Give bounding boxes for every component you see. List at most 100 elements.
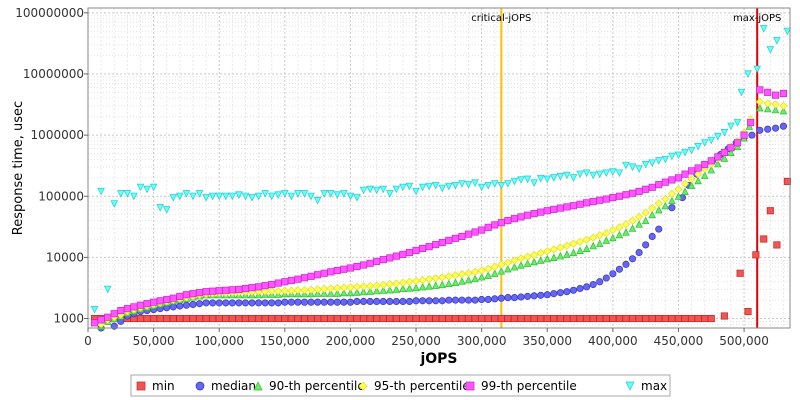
data-point bbox=[241, 314, 250, 323]
data-point bbox=[143, 314, 151, 323]
data-point bbox=[773, 241, 781, 249]
data-point bbox=[346, 298, 354, 306]
data-point bbox=[464, 296, 473, 304]
data-point bbox=[379, 256, 387, 264]
data-point bbox=[576, 170, 584, 179]
data-point bbox=[458, 314, 466, 323]
legend-label: median bbox=[211, 379, 256, 393]
data-point bbox=[471, 228, 479, 236]
data-point bbox=[602, 228, 611, 238]
data-point bbox=[635, 212, 644, 221]
data-point bbox=[320, 298, 328, 306]
data-point bbox=[589, 314, 597, 323]
legend-symbol bbox=[358, 381, 368, 391]
plot-area bbox=[88, 8, 790, 328]
data-point bbox=[431, 281, 440, 289]
data-point bbox=[281, 190, 289, 198]
data-point bbox=[150, 298, 158, 306]
data-point bbox=[235, 314, 243, 323]
marker-label: max-jOPS bbox=[733, 13, 781, 24]
data-point bbox=[156, 314, 164, 323]
data-point bbox=[563, 314, 571, 323]
data-point bbox=[438, 184, 447, 193]
data-point bbox=[379, 297, 387, 306]
data-point bbox=[136, 314, 145, 323]
x-tick-label: 300,000 bbox=[457, 334, 507, 348]
data-point bbox=[517, 293, 525, 301]
x-tick-label: 450,000 bbox=[654, 334, 704, 348]
data-point bbox=[756, 103, 764, 112]
data-point bbox=[268, 280, 276, 289]
data-point bbox=[425, 275, 434, 284]
data-point bbox=[648, 204, 657, 213]
data-point bbox=[471, 274, 479, 283]
data-point bbox=[412, 297, 420, 305]
data-point bbox=[681, 187, 689, 195]
data-point bbox=[755, 97, 764, 106]
data-point bbox=[176, 302, 184, 310]
data-point bbox=[353, 194, 361, 202]
legend-label: min bbox=[152, 379, 175, 393]
data-point bbox=[326, 190, 335, 198]
data-point bbox=[524, 211, 532, 219]
data-point bbox=[392, 285, 401, 293]
data-point bbox=[425, 182, 433, 191]
data-point bbox=[470, 267, 480, 276]
data-point bbox=[537, 208, 545, 216]
data-point bbox=[386, 285, 394, 294]
data-point bbox=[477, 272, 486, 281]
x-tick-label: 200,000 bbox=[326, 334, 376, 348]
data-point bbox=[595, 170, 604, 179]
data-point bbox=[628, 314, 637, 323]
data-point bbox=[583, 199, 591, 207]
data-point bbox=[484, 295, 492, 304]
data-point bbox=[687, 146, 696, 155]
data-point bbox=[313, 197, 322, 205]
data-point bbox=[241, 284, 250, 293]
data-point bbox=[766, 207, 774, 215]
data-point bbox=[458, 277, 466, 285]
data-point bbox=[353, 314, 361, 323]
data-point bbox=[668, 196, 676, 205]
data-point bbox=[674, 314, 683, 323]
data-point bbox=[674, 185, 683, 194]
data-point bbox=[744, 308, 752, 316]
data-point bbox=[399, 314, 407, 323]
data-point bbox=[248, 299, 256, 307]
data-point bbox=[464, 269, 473, 278]
data-point bbox=[215, 192, 223, 201]
data-point bbox=[641, 161, 650, 169]
data-point bbox=[353, 288, 361, 296]
data-point bbox=[687, 175, 696, 184]
data-point bbox=[484, 264, 493, 273]
data-point bbox=[642, 314, 650, 323]
data-point bbox=[517, 176, 525, 184]
x-tick-label: 100,000 bbox=[194, 334, 244, 348]
data-point bbox=[366, 281, 375, 291]
data-point bbox=[457, 270, 467, 279]
data-point bbox=[628, 255, 637, 263]
data-point bbox=[280, 286, 289, 295]
data-point bbox=[491, 180, 499, 188]
data-point bbox=[504, 217, 512, 225]
data-point bbox=[314, 298, 322, 306]
data-point bbox=[576, 284, 584, 293]
data-point bbox=[563, 171, 571, 180]
data-point bbox=[458, 232, 466, 241]
data-point bbox=[300, 314, 309, 323]
data-point bbox=[163, 314, 171, 323]
data-point bbox=[523, 175, 532, 184]
data-point bbox=[255, 314, 263, 323]
data-point bbox=[674, 174, 683, 182]
data-point bbox=[195, 190, 204, 198]
data-point bbox=[287, 298, 295, 306]
data-point bbox=[484, 223, 492, 231]
data-point bbox=[419, 314, 427, 323]
data-point bbox=[274, 279, 282, 287]
data-point bbox=[530, 210, 538, 218]
data-point bbox=[372, 186, 381, 195]
data-point bbox=[602, 274, 610, 282]
data-point bbox=[622, 314, 630, 323]
data-point bbox=[543, 207, 551, 215]
data-point bbox=[156, 204, 164, 212]
